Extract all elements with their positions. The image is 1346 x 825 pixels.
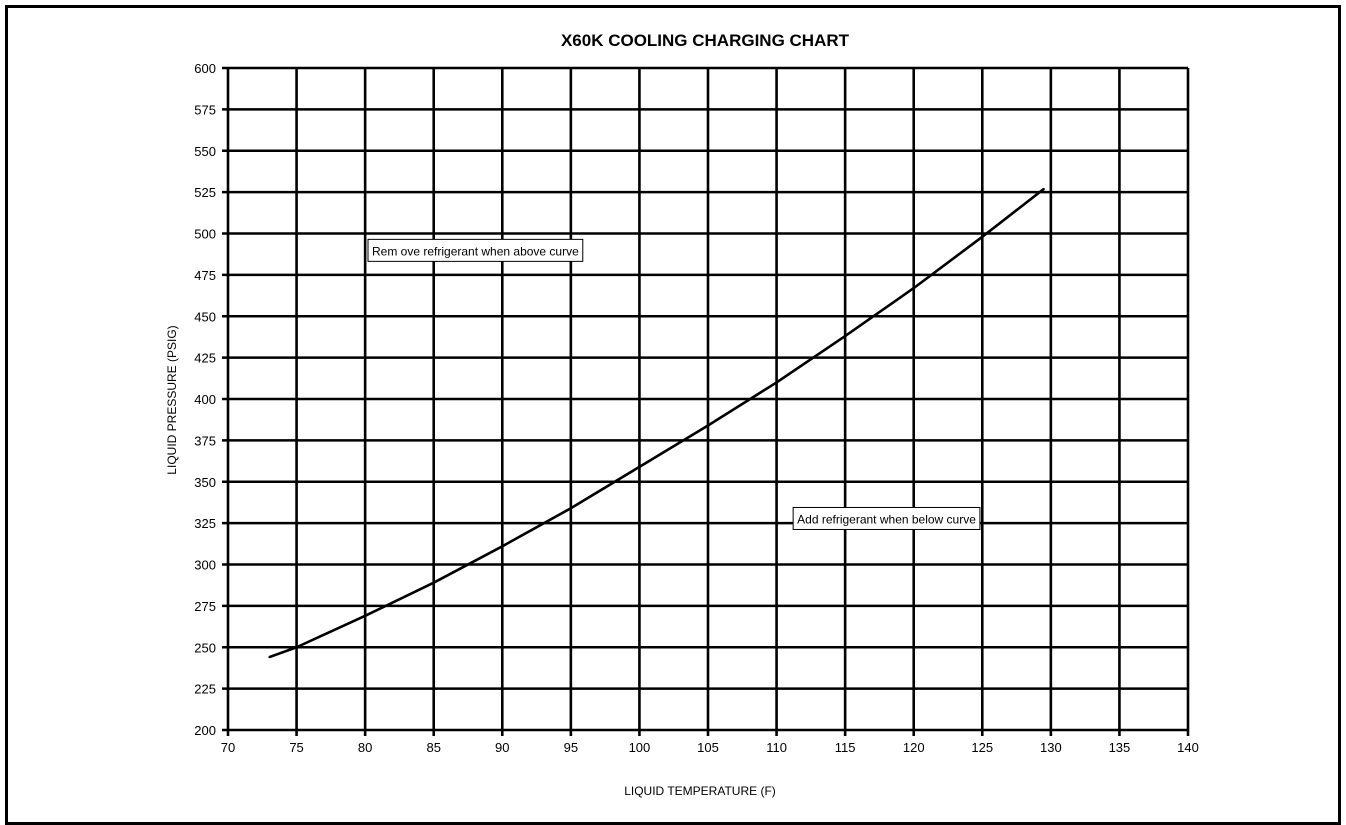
- y-tick-label: 550: [194, 144, 216, 159]
- curve-point: [707, 424, 709, 427]
- y-tick-label: 425: [194, 351, 216, 366]
- x-tick-label: 130: [1040, 740, 1062, 755]
- y-tick-label: 300: [194, 558, 216, 573]
- curve-point: [570, 507, 572, 510]
- x-axis-label: LIQUID TEMPERATURE (F): [624, 784, 776, 798]
- x-tick-label: 125: [971, 740, 993, 755]
- curve-point: [268, 656, 270, 658]
- curve-point: [981, 236, 984, 238]
- x-tick-label: 85: [426, 740, 440, 755]
- annotation-text: Rem ove refrigerant when above curve: [372, 244, 579, 258]
- y-tick-label: 500: [194, 227, 216, 242]
- x-tick-label: 80: [358, 740, 372, 755]
- curve-point: [295, 646, 298, 649]
- chart-title: X60K COOLING CHARGING CHART: [561, 31, 850, 50]
- y-tick-label: 275: [194, 599, 216, 614]
- y-tick-label: 525: [194, 185, 216, 200]
- add-refrigerant-note: Add refrigerant when below curve: [792, 506, 981, 530]
- y-tick-label: 575: [194, 102, 216, 117]
- y-tick-label: 350: [194, 475, 216, 490]
- grid: [222, 66, 1190, 736]
- curve-point: [501, 545, 504, 548]
- y-tick-label: 200: [194, 723, 216, 738]
- annotations-layer: Rem ove refrigerant when above curve Add …: [367, 238, 981, 530]
- curve-point: [775, 381, 778, 384]
- curve-point: [364, 615, 366, 617]
- curve-point: [638, 466, 641, 468]
- y-axis-label: LIQUID PRESSURE (PSIG): [165, 325, 179, 474]
- y-tick-label: 250: [194, 640, 216, 655]
- x-tick-label: 95: [564, 740, 578, 755]
- series-layer: [268, 187, 1045, 659]
- x-tick-label: 120: [903, 740, 925, 755]
- y-tick-label: 600: [194, 61, 216, 76]
- y-axis-ticks: 200 225 250 275 300 325 350 375 400 425 450 475 500 5…: [194, 61, 216, 738]
- y-tick-label: 325: [194, 516, 216, 531]
- y-tick-label: 400: [194, 392, 216, 407]
- x-tick-label: 70: [221, 740, 235, 755]
- y-tick-label: 225: [194, 682, 216, 697]
- y-tick-label: 375: [194, 433, 216, 448]
- x-tick-label: 90: [495, 740, 509, 755]
- remove-refrigerant-note: Rem ove refrigerant when above curve: [367, 238, 584, 262]
- annotation-box: [367, 238, 584, 262]
- y-tick-label: 475: [194, 268, 216, 283]
- curve-point: [844, 335, 846, 337]
- x-tick-label: 75: [289, 740, 303, 755]
- curve-point: [1043, 188, 1045, 190]
- annotation-text: Add refrigerant when below curve: [797, 512, 976, 526]
- annotation-box: [792, 506, 981, 530]
- x-tick-label: 140: [1177, 740, 1199, 755]
- x-axis-ticks: 70 75 80 85 90 95 100 105 110 115 120 125 130 135 140: [221, 740, 1199, 755]
- x-tick-label: 105: [697, 740, 719, 755]
- y-tick-label: 450: [194, 309, 216, 324]
- curve-point: [912, 287, 915, 289]
- x-tick-label: 100: [629, 740, 651, 755]
- x-tick-label: 115: [835, 740, 856, 755]
- x-tick-label: 135: [1109, 740, 1131, 755]
- x-tick-label: 110: [766, 740, 787, 755]
- curve-point: [432, 581, 435, 584]
